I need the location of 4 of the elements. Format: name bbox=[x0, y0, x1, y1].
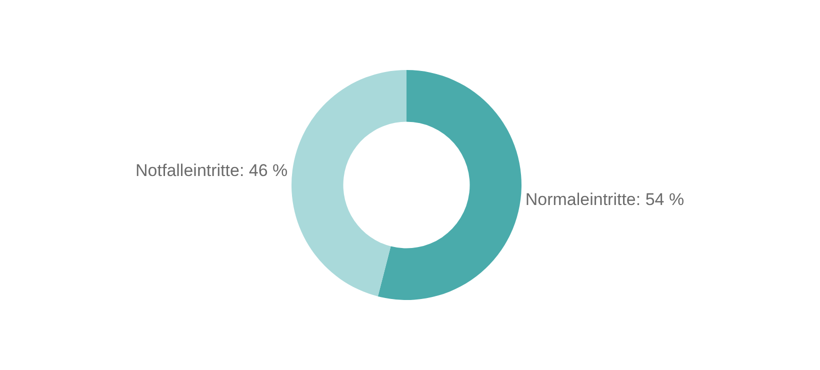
slice-label: Normaleintritte: 54 % bbox=[525, 190, 684, 210]
donut-slice bbox=[292, 70, 406, 296]
slice-label: Notfalleintritte: 46 % bbox=[136, 160, 288, 180]
donut-slice bbox=[378, 70, 522, 300]
